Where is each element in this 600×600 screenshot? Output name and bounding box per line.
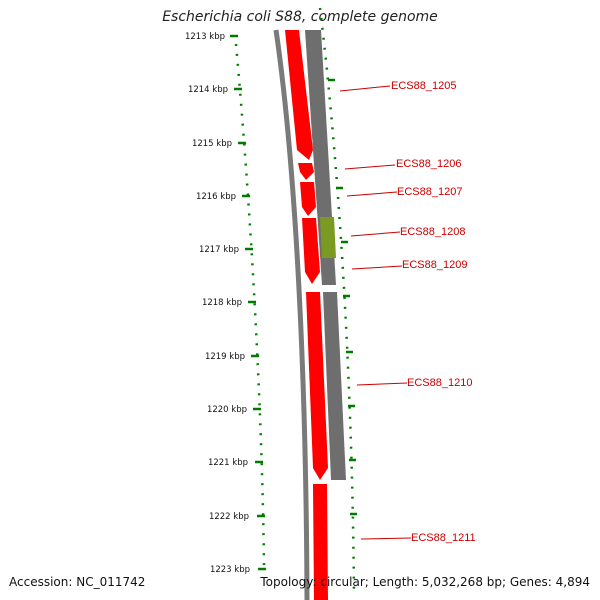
forward-cds-1206 xyxy=(298,163,314,180)
forward-cds-1207 xyxy=(300,182,316,216)
gene-label-ecs88-1210[interactable]: ECS88_1210 xyxy=(407,377,472,389)
reverse-cds-band-lower xyxy=(323,292,346,480)
gene-label-ecs88-1209[interactable]: ECS88_1209 xyxy=(402,259,467,271)
forward-cds-1210 xyxy=(306,292,328,480)
forward-cds-1208-1209 xyxy=(302,218,320,284)
forward-cds-1205 xyxy=(285,30,313,160)
tick-label: 1214 kbp xyxy=(188,85,228,95)
gene-label-ecs88-1208[interactable]: ECS88_1208 xyxy=(400,226,465,238)
genome-summary: Topology: circular; Length: 5,032,268 bp… xyxy=(260,575,590,589)
tick-label: 1215 kbp xyxy=(192,139,232,149)
tick-1223-kbp: 1223 kbp xyxy=(210,565,266,575)
tick-1219-kbp: 1219 kbp xyxy=(205,352,259,362)
gene-leader-lines xyxy=(339,85,412,540)
scale-ticks-right xyxy=(328,78,357,516)
genome-backbone-arc xyxy=(273,29,310,600)
gene-label-ecs88-1205[interactable]: ECS88_1205 xyxy=(391,80,456,92)
gene-label-ecs88-1211[interactable]: ECS88_1211 xyxy=(411,532,476,544)
tick-label: 1217 kbp xyxy=(199,245,239,255)
forward-cds-1211 xyxy=(313,484,328,600)
gene-label-ecs88-1207[interactable]: ECS88_1207 xyxy=(397,186,462,198)
tick-1217-kbp: 1217 kbp xyxy=(199,245,253,255)
tick-1216-kbp: 1216 kbp xyxy=(196,192,250,202)
scale-ruler-dotted-left xyxy=(234,43,266,566)
tick-label: 1220 kbp xyxy=(207,405,247,415)
tick-1220-kbp: 1220 kbp xyxy=(207,405,261,415)
tick-label: 1221 kbp xyxy=(208,458,248,468)
tick-1214-kbp: 1214 kbp xyxy=(188,85,242,95)
scale-ruler-dotted-right xyxy=(318,7,356,596)
tick-label: 1219 kbp xyxy=(205,352,245,362)
scale-ticks: 1213 kbp 1214 kbp 1215 kbp 1216 kbp 1217… xyxy=(185,32,266,575)
tick-1221-kbp: 1221 kbp xyxy=(208,458,263,468)
map-title: Escherichia coli S88, complete genome xyxy=(162,9,438,25)
tick-1218-kbp: 1218 kbp xyxy=(202,298,256,308)
tick-label: 1216 kbp xyxy=(196,192,236,202)
tick-1215-kbp: 1215 kbp xyxy=(192,139,246,149)
tick-label: 1223 kbp xyxy=(210,565,250,575)
tick-label: 1213 kbp xyxy=(185,32,225,42)
highlight-cds-segment xyxy=(320,217,336,258)
gene-label-ecs88-1206[interactable]: ECS88_1206 xyxy=(396,158,461,170)
accession-info: Accession: NC_011742 xyxy=(9,575,146,589)
tick-1213-kbp: 1213 kbp xyxy=(185,32,238,42)
tick-1222-kbp: 1222 kbp xyxy=(209,512,265,522)
tick-label: 1218 kbp xyxy=(202,298,242,308)
tick-label: 1222 kbp xyxy=(209,512,249,522)
